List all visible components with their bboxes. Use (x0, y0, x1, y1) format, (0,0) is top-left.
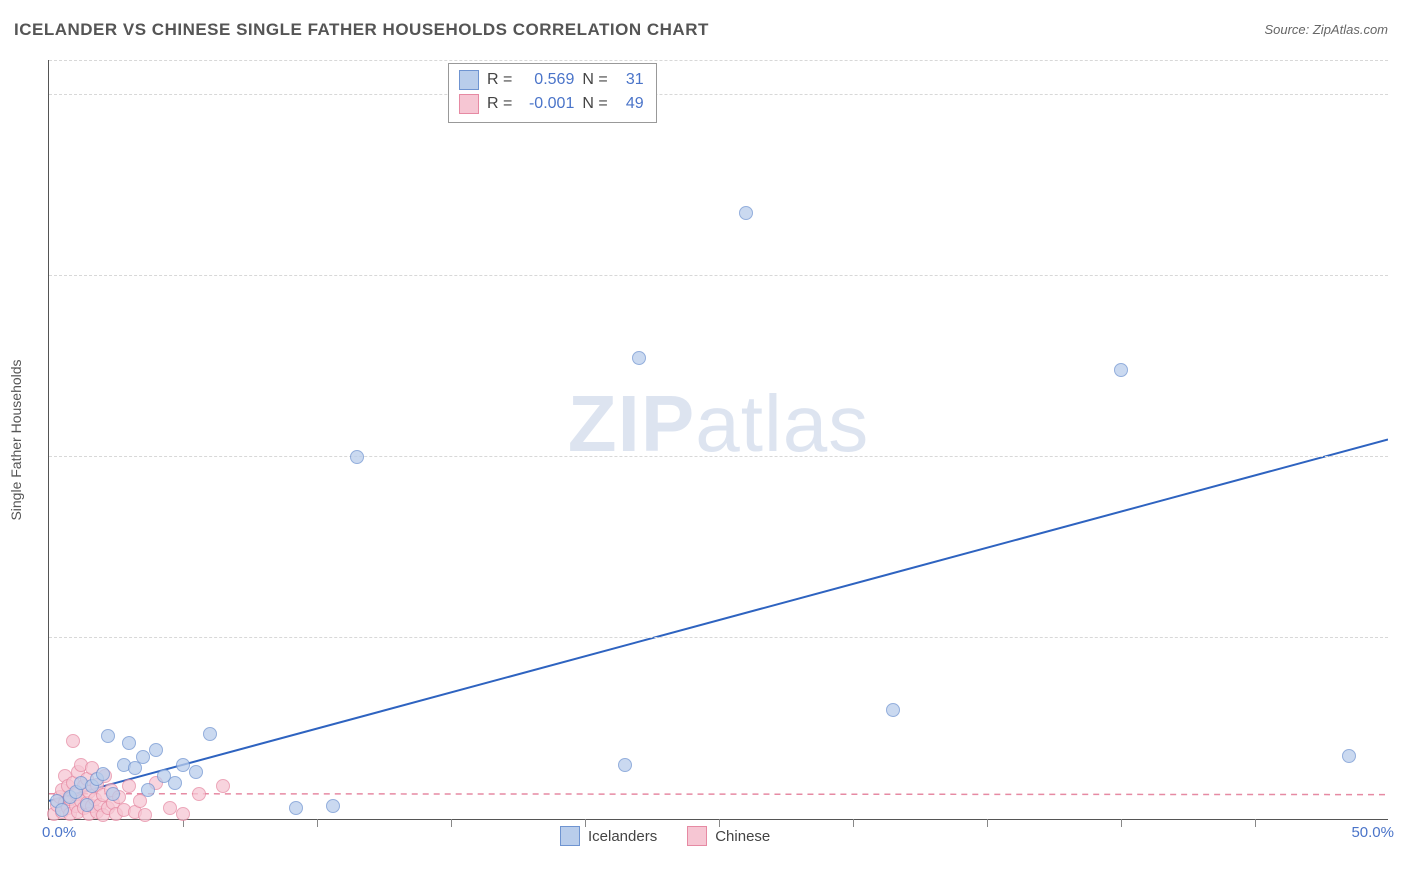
scatter-point (1114, 363, 1128, 377)
scatter-point (149, 743, 163, 757)
scatter-point (192, 787, 206, 801)
corr-n-label: N = (582, 95, 607, 113)
corr-n-value: 31 (616, 71, 644, 89)
gridline (49, 94, 1388, 95)
gridline (49, 456, 1388, 457)
legend-swatch (687, 826, 707, 846)
trend-line (49, 440, 1388, 801)
legend-swatch (560, 826, 580, 846)
legend-swatch (459, 70, 479, 90)
watermark-left: ZIP (568, 379, 695, 468)
x-axis-min-label: 0.0% (42, 824, 76, 841)
chart-title: ICELANDER VS CHINESE SINGLE FATHER HOUSE… (14, 20, 709, 40)
corr-legend-row: R = -0.001 N = 49 (459, 92, 644, 116)
scatter-point (632, 351, 646, 365)
corr-r-label: R = (487, 71, 512, 89)
scatter-point (101, 729, 115, 743)
scatter-point (55, 803, 69, 817)
scatter-point (163, 801, 177, 815)
gridline (49, 637, 1388, 638)
x-axis-max-label: 50.0% (1351, 824, 1394, 841)
corr-n-label: N = (582, 71, 607, 89)
y-tick-label: 40.0% (1394, 87, 1406, 104)
corr-r-value: -0.001 (520, 95, 574, 113)
scatter-point (122, 779, 136, 793)
scatter-point (326, 799, 340, 813)
gridline (49, 275, 1388, 276)
scatter-point (1342, 749, 1356, 763)
scatter-point (168, 776, 182, 790)
corr-r-label: R = (487, 95, 512, 113)
legend-item: Chinese (687, 826, 770, 846)
chart-container: ICELANDER VS CHINESE SINGLE FATHER HOUSE… (0, 0, 1406, 892)
trend-line (49, 794, 1388, 795)
scatter-point (289, 801, 303, 815)
scatter-point (96, 767, 110, 781)
y-tick-label: 10.0% (1394, 630, 1406, 647)
scatter-point (136, 750, 150, 764)
legend-label: Chinese (715, 828, 770, 845)
correlation-legend: R = 0.569 N = 31 R = -0.001 N = 49 (448, 63, 657, 123)
y-tick-label: 20.0% (1394, 449, 1406, 466)
series-legend: Icelanders Chinese (560, 826, 770, 846)
scatter-point (138, 808, 152, 822)
legend-item: Icelanders (560, 826, 657, 846)
scatter-point (66, 734, 80, 748)
watermark-right: atlas (695, 379, 869, 468)
corr-n-value: 49 (616, 95, 644, 113)
scatter-point (886, 703, 900, 717)
legend-label: Icelanders (588, 828, 657, 845)
scatter-point (141, 783, 155, 797)
scatter-point (189, 765, 203, 779)
scatter-point (106, 787, 120, 801)
plot-area: ZIPatlas 10.0%20.0%30.0%40.0% (48, 60, 1388, 820)
scatter-point (176, 807, 190, 821)
scatter-point (216, 779, 230, 793)
y-axis-label: Single Father Households (8, 359, 24, 520)
scatter-point (80, 798, 94, 812)
corr-legend-row: R = 0.569 N = 31 (459, 68, 644, 92)
scatter-point (350, 450, 364, 464)
scatter-point (176, 758, 190, 772)
scatter-point (203, 727, 217, 741)
source-attribution: Source: ZipAtlas.com (1264, 22, 1388, 37)
scatter-point (618, 758, 632, 772)
corr-r-value: 0.569 (520, 71, 574, 89)
y-tick-label: 30.0% (1394, 268, 1406, 285)
scatter-point (122, 736, 136, 750)
trend-lines-layer (49, 60, 1388, 819)
scatter-point (739, 206, 753, 220)
gridline (49, 60, 1388, 61)
legend-swatch (459, 94, 479, 114)
